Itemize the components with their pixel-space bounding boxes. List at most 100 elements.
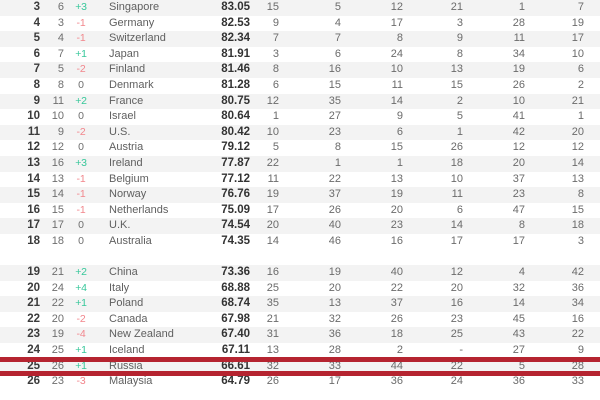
cell-rank: 26	[0, 374, 42, 390]
cell-score: 83.05	[213, 0, 253, 16]
cell-d4: 47	[474, 202, 536, 219]
cell-spacer	[96, 327, 108, 344]
cell-rank: 5	[0, 31, 42, 47]
cell-d4: 12	[474, 140, 536, 156]
cell-previous-rank: 19	[42, 327, 66, 344]
cell-d6: 26	[595, 343, 600, 359]
cell-d4: 17	[474, 233, 536, 250]
cell-d6: 19	[595, 109, 600, 125]
cell-rank: 11	[0, 124, 42, 141]
cell-d6: 11	[595, 327, 600, 344]
cell-d4: 42	[474, 124, 536, 141]
cell-previous-rank: 17	[42, 218, 66, 234]
cell-spacer	[96, 358, 108, 375]
cell-score: 68.88	[213, 280, 253, 297]
cell-d5: 14	[536, 155, 595, 172]
cell-rank-change: 0	[66, 109, 96, 125]
cell-score: 80.42	[213, 124, 253, 141]
cell-d3: 18	[414, 155, 474, 172]
cell-previous-rank: 7	[42, 46, 66, 63]
cell-d1: 32	[290, 311, 352, 328]
cell-rank-change: -4	[66, 327, 96, 344]
cell-d0: 31	[253, 327, 290, 344]
cell-spacer	[96, 265, 108, 281]
cell-rank: 3	[0, 0, 42, 16]
cell-d6: 3	[595, 46, 600, 63]
cell-d3: 25	[414, 327, 474, 344]
cell-score: 80.75	[213, 93, 253, 110]
cell-d4: 14	[474, 296, 536, 312]
cell-country: U.K.	[108, 218, 213, 234]
cell-d5: 36	[536, 280, 595, 297]
cell-previous-rank: 25	[42, 343, 66, 359]
cell-d5: 13	[536, 171, 595, 188]
cell-d3: 20	[414, 280, 474, 297]
cell-d1: 16	[290, 62, 352, 78]
cell-score: 81.46	[213, 62, 253, 78]
group-separator-cell	[0, 249, 600, 266]
cell-score: 80.64	[213, 109, 253, 125]
cell-d1: 46	[290, 233, 352, 250]
cell-d2: 44	[352, 358, 414, 375]
cell-d4: 34	[474, 46, 536, 63]
cell-d2: 22	[352, 280, 414, 297]
cell-d6: 16	[595, 358, 600, 375]
cell-score: 77.12	[213, 171, 253, 188]
cell-d0: 8	[253, 62, 290, 78]
cell-d2: 14	[352, 93, 414, 110]
cell-rank-change: +1	[66, 296, 96, 312]
cell-d4: 27	[474, 343, 536, 359]
cell-previous-rank: 10	[42, 109, 66, 125]
cell-d4: 32	[474, 280, 536, 297]
cell-spacer	[96, 93, 108, 110]
cell-d5: 34	[536, 296, 595, 312]
cell-d3: 11	[414, 187, 474, 203]
cell-rank-change: -1	[66, 187, 96, 203]
cell-d1: 37	[290, 187, 352, 203]
cell-d4: 8	[474, 218, 536, 234]
cell-previous-rank: 16	[42, 155, 66, 172]
cell-previous-rank: 21	[42, 265, 66, 281]
cell-previous-rank: 12	[42, 140, 66, 156]
cell-rank-change: +2	[66, 93, 96, 110]
cell-d0: 15	[253, 0, 290, 16]
cell-d1: 36	[290, 327, 352, 344]
cell-d1: 23	[290, 124, 352, 141]
cell-d5: 19	[536, 15, 595, 32]
table-row[interactable]: 119-2 U.S.80.4210236142202	[0, 124, 600, 141]
cell-previous-rank: 14	[42, 187, 66, 203]
cell-d5: 15	[536, 202, 595, 219]
cell-country: Russia	[108, 358, 213, 375]
cell-score: 67.40	[213, 327, 253, 344]
cell-score: 66.61	[213, 358, 253, 375]
cell-spacer	[96, 124, 108, 141]
cell-d3: 2	[414, 93, 474, 110]
cell-previous-rank: 18	[42, 233, 66, 250]
cell-d2: 24	[352, 46, 414, 63]
cell-previous-rank: 15	[42, 202, 66, 219]
cell-d1: 22	[290, 171, 352, 188]
